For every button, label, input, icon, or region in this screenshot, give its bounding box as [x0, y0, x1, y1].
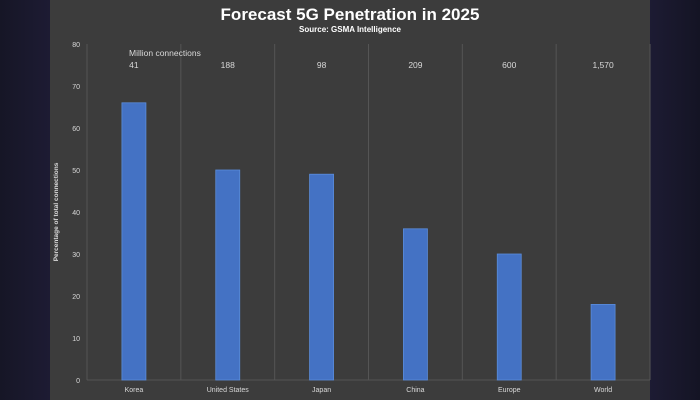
chart-panel	[50, 0, 650, 400]
connections-label: 98	[317, 60, 327, 70]
bar-korea	[121, 102, 147, 381]
connections-label: 209	[408, 60, 422, 70]
connections-label: 1,570	[592, 60, 614, 70]
y-tick-label: 0	[76, 378, 80, 385]
y-tick-label: 50	[72, 168, 80, 175]
connections-label: 600	[502, 60, 516, 70]
bar-japan	[309, 173, 334, 381]
y-tick-label: 20	[72, 294, 80, 301]
y-tick-label: 80	[72, 42, 80, 49]
x-tick-label: Korea	[125, 387, 144, 394]
y-tick-label: 10	[72, 336, 80, 343]
y-tick-label: 70	[72, 84, 80, 91]
x-tick-label: World	[594, 387, 612, 394]
annotation-header: Million connections	[129, 48, 201, 58]
x-tick-label: Europe	[498, 387, 521, 394]
connections-label: 188	[221, 60, 235, 70]
y-axis-title: Percentage of total connections	[53, 162, 60, 261]
x-tick-label: United States	[207, 387, 250, 394]
bar-world	[590, 303, 616, 381]
x-tick-label: China	[406, 387, 424, 394]
chart-subtitle: Source: GSMA Intelligence	[299, 25, 401, 34]
bar-europe	[496, 253, 522, 381]
x-tick-label: Japan	[312, 387, 331, 394]
bar-united-states	[215, 169, 241, 381]
connections-label: 41	[129, 60, 139, 70]
y-tick-label: 40	[72, 210, 80, 217]
bar-china	[403, 228, 428, 381]
backdrop-right	[650, 0, 700, 400]
y-tick-label: 30	[72, 252, 80, 259]
backdrop-left	[0, 0, 50, 400]
chart-title: Forecast 5G Penetration in 2025	[220, 5, 480, 24]
y-tick-label: 60	[72, 126, 80, 133]
